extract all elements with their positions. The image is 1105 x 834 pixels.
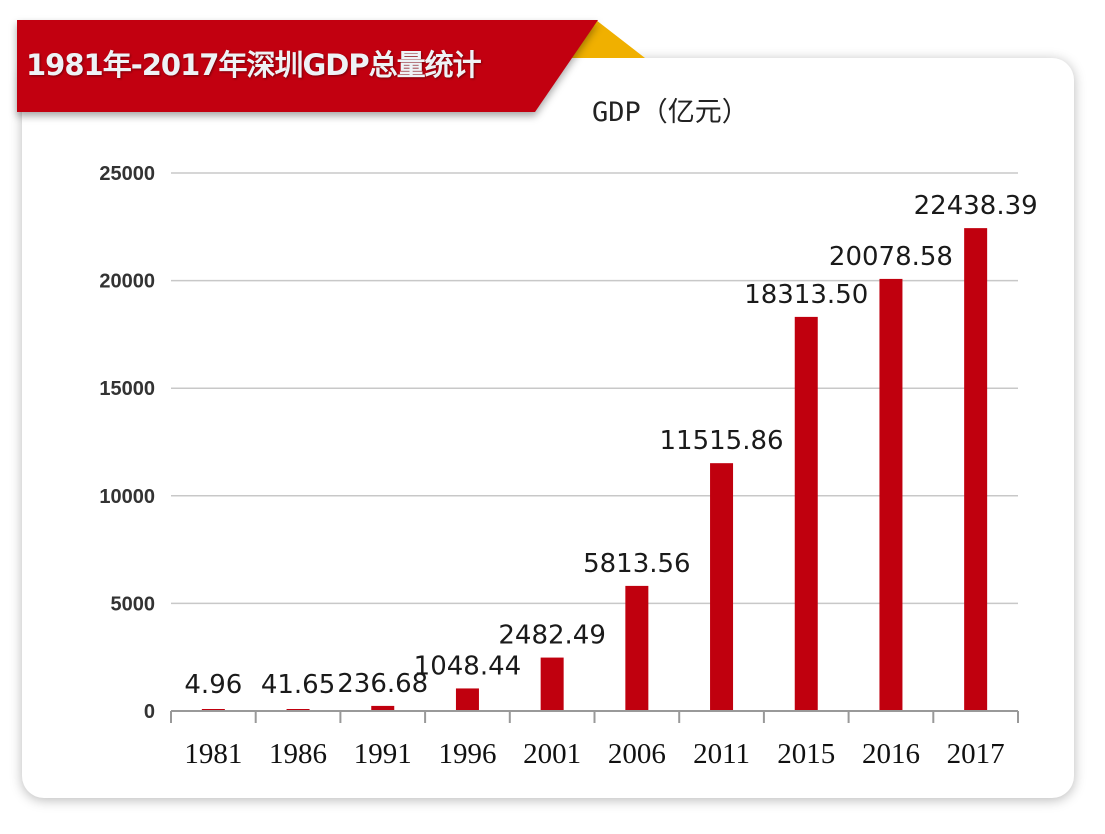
y-tick-label: 15000	[99, 378, 155, 400]
x-tick-label: 1991	[354, 738, 412, 770]
x-tick-label: 1981	[184, 738, 242, 770]
bar-2016	[879, 278, 903, 711]
x-tick-label: 2001	[523, 738, 581, 770]
bar-1996	[455, 688, 479, 711]
data-label: 4.96	[184, 670, 242, 700]
data-label: 22438.39	[914, 191, 1038, 221]
bar-2001	[540, 657, 564, 711]
bar-2011	[710, 463, 734, 711]
y-tick-label: 25000	[99, 163, 155, 185]
y-tick-label: 0	[144, 701, 155, 723]
data-label: 1048.44	[414, 651, 522, 681]
x-tick-label: 2006	[608, 738, 666, 770]
y-tick-label: 5000	[111, 593, 156, 615]
data-label: 11515.86	[660, 426, 784, 456]
y-tick-label: 10000	[99, 486, 155, 508]
banner-fold	[560, 20, 645, 58]
y-tick-label: 20000	[99, 271, 155, 293]
x-tick-label: 2015	[777, 738, 835, 770]
data-label: 5813.56	[583, 549, 691, 579]
data-label: 41.65	[261, 670, 335, 700]
x-tick-label: 1986	[269, 738, 327, 770]
x-tick-label: 1996	[438, 738, 496, 770]
chart-title: 1981年-2017年深圳GDP总量统计	[26, 48, 482, 82]
x-tick-label: 2011	[693, 738, 750, 770]
title-banner	[17, 20, 598, 112]
data-label: 2482.49	[498, 621, 606, 651]
bar-2015	[794, 316, 818, 711]
bar-2006	[625, 585, 649, 711]
x-tick-label: 2017	[947, 738, 1005, 770]
bar-2017	[964, 228, 988, 711]
data-label: 236.68	[337, 669, 428, 699]
bar-1991	[371, 705, 395, 711]
data-label: 18313.50	[744, 280, 868, 310]
x-tick-label: 2016	[862, 738, 920, 770]
chart-subtitle: GDP（亿元）	[592, 97, 749, 128]
data-label: 20078.58	[829, 242, 953, 272]
